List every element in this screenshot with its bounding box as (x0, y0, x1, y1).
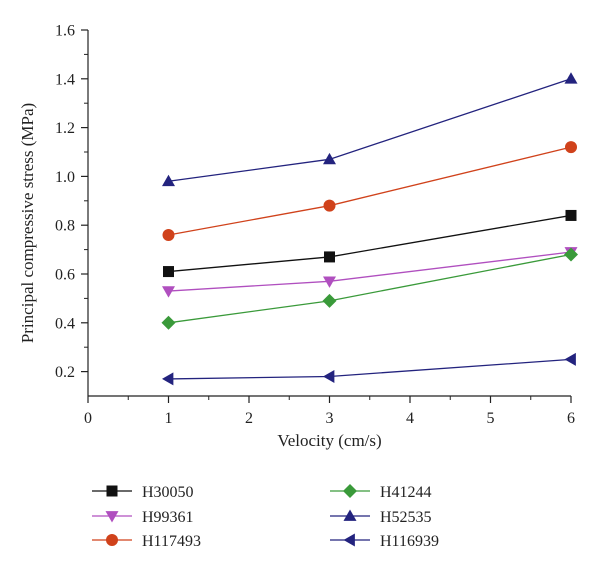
series-H41244 (161, 247, 578, 330)
series-line (168, 251, 572, 292)
series-line (168, 358, 572, 380)
series-line (168, 78, 572, 182)
legend-marker (105, 511, 119, 523)
series-H52535 (162, 72, 578, 187)
legend-label: H30050 (142, 484, 194, 501)
legend-item: H52535 (330, 509, 432, 526)
data-point (565, 209, 577, 221)
legend-item: H117493 (92, 533, 201, 550)
data-point (162, 286, 175, 298)
data-point (162, 174, 175, 187)
data-point (324, 251, 335, 263)
x-tick-label: 6 (567, 410, 575, 427)
legend-label: H116939 (380, 533, 439, 550)
y-tick-label: 0.6 (55, 267, 75, 284)
x-tick-label: 2 (245, 410, 253, 427)
legend-marker (343, 509, 357, 521)
y-axis-ticks: 0.2 0.4 0.6 0.8 1.0 1.2 1.4 1.6 (55, 23, 88, 381)
series-H99361 (162, 247, 578, 298)
legend-marker (106, 534, 118, 546)
legend-item: H99361 (92, 509, 194, 526)
series-H116939 (162, 352, 576, 386)
series-H30050 (163, 209, 577, 278)
data-point (162, 372, 174, 386)
legend-label: H99361 (142, 509, 194, 526)
y-tick-label: 0.8 (55, 218, 75, 235)
plot-area (87, 30, 571, 397)
legend-marker (343, 533, 355, 547)
data-point (323, 199, 336, 212)
data-point (322, 293, 337, 308)
data-point (564, 352, 576, 366)
legend-label: H52535 (380, 509, 432, 526)
legend-label: H41244 (380, 484, 432, 501)
data-point (323, 152, 336, 165)
data-point (323, 276, 336, 288)
y-tick-label: 1.2 (55, 120, 75, 137)
y-tick-label: 1.6 (55, 23, 75, 40)
y-tick-label: 1.0 (55, 169, 75, 186)
data-point (323, 369, 335, 383)
legend-marker (106, 485, 118, 497)
x-tick-label: 1 (165, 410, 173, 427)
y-tick-label: 0.4 (55, 315, 75, 332)
legend-marker (343, 484, 357, 498)
x-tick-label: 4 (406, 410, 414, 427)
legend-label: H117493 (142, 533, 201, 550)
series-line (168, 146, 572, 236)
data-point (163, 266, 174, 278)
data-point (564, 247, 578, 262)
data-point (564, 72, 578, 84)
y-tick-label: 0.2 (55, 364, 75, 381)
series-line (168, 253, 572, 324)
series-H117493 (162, 141, 577, 241)
y-axis-title: Principal compressive stress (MPa) (18, 103, 37, 343)
x-axis-title: Velocity (cm/s) (277, 431, 381, 450)
legend-item: H41244 (330, 484, 432, 501)
x-tick-label: 3 (326, 410, 334, 427)
data-point (161, 315, 176, 330)
legend-item: H116939 (330, 533, 439, 550)
data-point (162, 228, 175, 241)
series-layer (161, 72, 578, 386)
y-tick-label: 1.4 (55, 71, 75, 88)
data-point (565, 141, 577, 154)
legend: H30050 H99361 H117493 H41244 H52535 H116939 (92, 484, 439, 550)
x-tick-label: 0 (84, 410, 92, 427)
x-tick-label: 5 (487, 410, 495, 427)
x-axis-ticks: 0 1 2 3 4 5 6 (84, 396, 575, 427)
legend-item: H30050 (92, 484, 194, 501)
